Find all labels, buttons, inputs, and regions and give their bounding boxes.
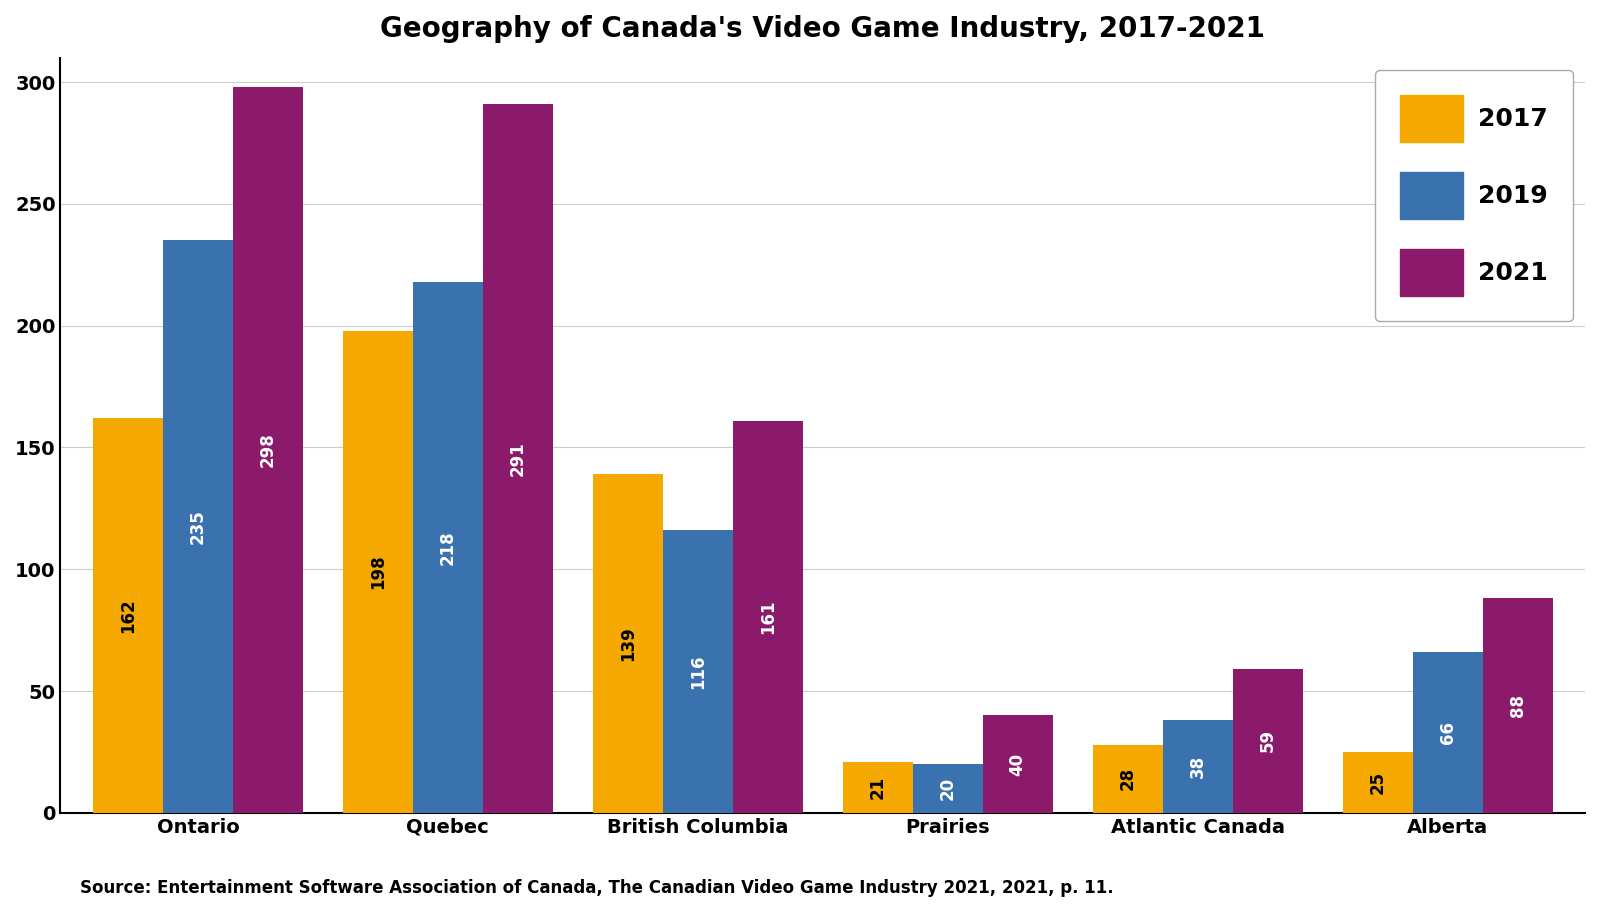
Bar bbox=[1342, 752, 1413, 813]
Text: 59: 59 bbox=[1259, 729, 1277, 753]
Text: 161: 161 bbox=[758, 600, 776, 634]
Bar bbox=[483, 104, 554, 813]
Text: 20: 20 bbox=[939, 776, 957, 800]
Bar bbox=[1413, 652, 1483, 813]
Bar bbox=[163, 240, 234, 813]
Text: 139: 139 bbox=[619, 626, 637, 660]
Bar bbox=[1232, 670, 1302, 813]
Text: 21: 21 bbox=[869, 776, 886, 799]
Text: 66: 66 bbox=[1438, 721, 1456, 744]
Bar bbox=[413, 282, 483, 813]
Bar bbox=[93, 419, 163, 813]
Bar bbox=[662, 530, 733, 813]
Bar bbox=[843, 762, 912, 813]
Text: 218: 218 bbox=[438, 530, 458, 564]
Text: 88: 88 bbox=[1509, 694, 1526, 718]
Text: 235: 235 bbox=[189, 509, 206, 544]
Legend: 2017, 2019, 2021: 2017, 2019, 2021 bbox=[1376, 71, 1573, 321]
Bar bbox=[1163, 720, 1232, 813]
Text: Source: Entertainment Software Association of Canada, The Canadian Video Game In: Source: Entertainment Software Associati… bbox=[80, 879, 1114, 897]
Bar bbox=[912, 764, 982, 813]
Bar bbox=[594, 474, 662, 813]
Text: 298: 298 bbox=[259, 432, 277, 467]
Text: 116: 116 bbox=[688, 654, 707, 689]
Bar bbox=[234, 87, 302, 813]
Bar bbox=[1483, 599, 1552, 813]
Text: 38: 38 bbox=[1189, 755, 1206, 778]
Text: 291: 291 bbox=[509, 441, 526, 476]
Bar bbox=[982, 716, 1053, 813]
Text: 162: 162 bbox=[118, 598, 138, 632]
Bar bbox=[342, 331, 413, 813]
Text: 28: 28 bbox=[1118, 767, 1136, 790]
Bar bbox=[733, 420, 803, 813]
Text: 40: 40 bbox=[1008, 753, 1027, 776]
Title: Geography of Canada's Video Game Industry, 2017-2021: Geography of Canada's Video Game Industr… bbox=[381, 15, 1266, 43]
Text: 25: 25 bbox=[1368, 771, 1387, 794]
Text: 198: 198 bbox=[370, 554, 387, 589]
Bar bbox=[1093, 745, 1163, 813]
